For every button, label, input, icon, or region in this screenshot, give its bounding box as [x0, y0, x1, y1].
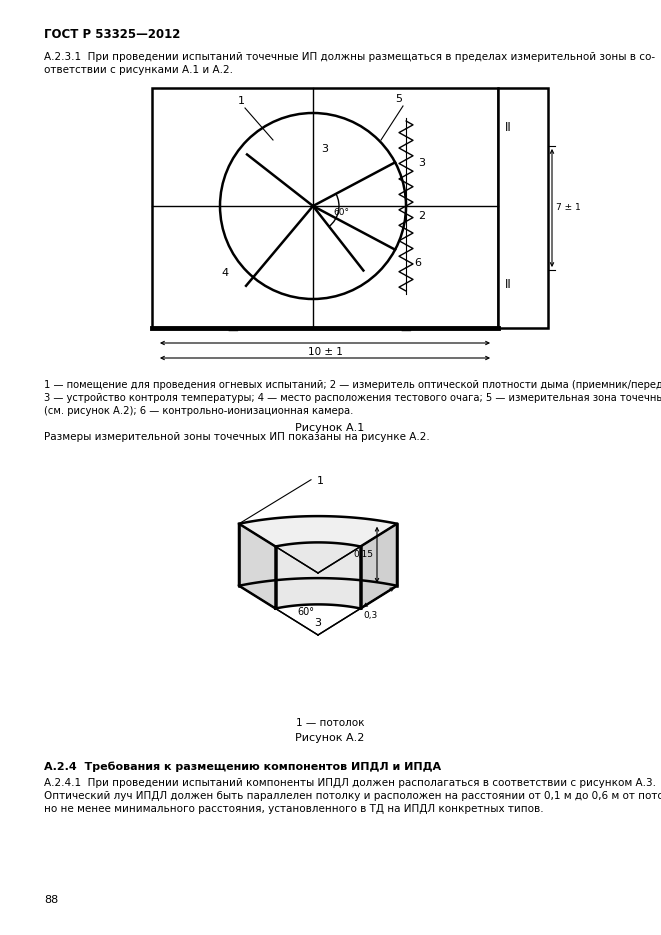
- Text: 1: 1: [317, 476, 324, 486]
- Bar: [498, 88, 548, 328]
- Text: А.2.4.1  При проведении испытаний компоненты ИПДЛ должен располагаться в соответ: А.2.4.1 При проведении испытаний компоне…: [44, 778, 656, 788]
- Text: ответствии с рисунками А.1 и А.2.: ответствии с рисунками А.1 и А.2.: [44, 65, 233, 75]
- Polygon shape: [360, 524, 397, 609]
- Text: ГОСТ Р 53325—2012: ГОСТ Р 53325—2012: [44, 28, 180, 41]
- Text: =: =: [226, 322, 239, 337]
- Text: А.2.4  Требования к размещению компонентов ИПДЛ и ИПДА: А.2.4 Требования к размещению компоненто…: [44, 762, 441, 772]
- Polygon shape: [239, 524, 276, 609]
- Text: 3 — устройство контроля температуры; 4 — место расположения тестового очага; 5 —: 3 — устройство контроля температуры; 4 —…: [44, 393, 661, 403]
- Text: =: =: [399, 322, 412, 337]
- Text: 6: 6: [414, 258, 421, 268]
- Text: 2: 2: [418, 211, 425, 221]
- Polygon shape: [276, 542, 360, 609]
- Text: 0,3: 0,3: [364, 611, 378, 620]
- Text: 3: 3: [321, 144, 328, 154]
- Text: 5: 5: [395, 94, 402, 104]
- Text: но не менее минимального расстояния, установленного в ТД на ИПДЛ конкретных типо: но не менее минимального расстояния, уст…: [44, 804, 543, 814]
- Text: 60°: 60°: [297, 607, 315, 617]
- Text: 3: 3: [315, 618, 321, 628]
- Text: (см. рисунок А.2); 6 — контрольно-ионизационная камера.: (см. рисунок А.2); 6 — контрольно-иониза…: [44, 406, 354, 416]
- Text: А.2.3.1  При проведении испытаний точечные ИП должны размещаться в пределах изме: А.2.3.1 При проведении испытаний точечны…: [44, 52, 655, 62]
- Text: Оптический луч ИПДЛ должен быть параллелен потолку и расположен на расстоянии от: Оптический луч ИПДЛ должен быть параллел…: [44, 791, 661, 801]
- Text: II: II: [505, 121, 512, 134]
- Text: 1 — помещение для проведения огневых испытаний; 2 — измеритель оптической плотно: 1 — помещение для проведения огневых исп…: [44, 380, 661, 390]
- Text: 3: 3: [418, 158, 425, 168]
- Text: Размеры измерительной зоны точечных ИП показаны на рисунке А.2.: Размеры измерительной зоны точечных ИП п…: [44, 432, 430, 442]
- Text: 4: 4: [221, 268, 228, 278]
- Text: Рисунок А.2: Рисунок А.2: [295, 733, 365, 743]
- Text: 60°: 60°: [333, 208, 349, 217]
- Text: 1: 1: [238, 96, 245, 106]
- Text: 0,15: 0,15: [353, 550, 373, 559]
- Text: 88: 88: [44, 895, 58, 905]
- Text: 10 ± 1: 10 ± 1: [307, 347, 342, 357]
- Text: 7 ± 1: 7 ± 1: [556, 204, 581, 212]
- Bar: [152, 88, 498, 328]
- Text: II: II: [505, 278, 512, 291]
- Text: 1 — потолок: 1 — потолок: [295, 718, 364, 728]
- Text: Рисунок А.1: Рисунок А.1: [295, 423, 365, 433]
- Circle shape: [220, 113, 406, 299]
- Polygon shape: [239, 516, 397, 585]
